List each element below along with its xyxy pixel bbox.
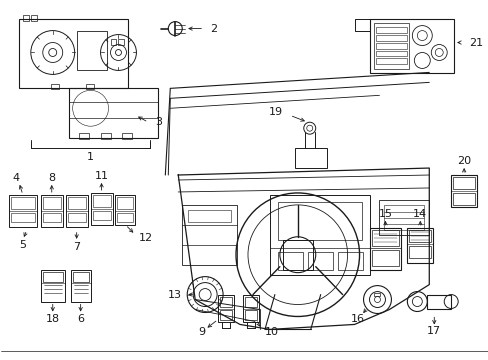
Text: 9: 9	[198, 327, 205, 337]
Text: 12: 12	[138, 233, 152, 243]
Bar	[277, 252, 302, 270]
Bar	[92, 211, 110, 220]
Text: 17: 17	[427, 327, 441, 336]
Bar	[369, 19, 453, 73]
Bar	[77, 31, 106, 71]
Bar	[11, 213, 35, 222]
Bar	[41, 270, 64, 302]
Bar	[11, 197, 35, 209]
Bar	[31, 15, 37, 21]
Bar	[68, 88, 158, 138]
Bar	[450, 175, 476, 207]
Bar	[371, 250, 399, 266]
Bar	[376, 50, 407, 57]
Bar	[277, 202, 361, 240]
Text: 18: 18	[45, 314, 60, 324]
Bar	[42, 213, 61, 222]
Bar	[117, 197, 133, 209]
Bar	[218, 294, 234, 323]
Text: 2: 2	[210, 24, 217, 33]
Bar	[374, 293, 380, 296]
Bar	[65, 195, 87, 227]
Bar	[374, 23, 408, 69]
Bar	[115, 195, 135, 225]
Bar	[67, 213, 85, 222]
Bar	[452, 193, 474, 205]
Bar	[90, 193, 112, 225]
Bar	[42, 272, 62, 282]
Bar	[307, 252, 332, 270]
Text: 4: 4	[12, 173, 20, 183]
Bar	[294, 148, 326, 168]
Text: 3: 3	[155, 117, 162, 127]
Bar	[371, 230, 399, 246]
Bar	[408, 230, 430, 242]
Bar	[9, 195, 37, 227]
Text: 6: 6	[77, 314, 84, 324]
Bar	[51, 84, 59, 89]
Bar	[85, 84, 93, 89]
Bar	[269, 195, 369, 275]
Bar	[92, 195, 110, 207]
Bar	[244, 310, 256, 320]
Text: 16: 16	[350, 314, 364, 324]
Text: 20: 20	[456, 156, 470, 166]
Bar	[384, 205, 424, 230]
Text: 5: 5	[20, 240, 26, 250]
Bar	[67, 197, 85, 209]
Bar	[376, 27, 407, 32]
Bar	[101, 133, 110, 139]
Bar	[188, 210, 230, 222]
Bar	[182, 205, 237, 265]
Bar	[369, 228, 401, 270]
Bar	[73, 272, 88, 282]
Text: 19: 19	[268, 107, 282, 117]
Text: 7: 7	[73, 242, 80, 252]
Text: 10: 10	[264, 327, 278, 337]
Bar	[407, 228, 432, 263]
Bar	[337, 252, 362, 270]
Bar	[376, 42, 407, 49]
Bar	[110, 39, 116, 45]
Bar	[23, 15, 29, 21]
Bar	[452, 177, 474, 189]
Bar	[243, 294, 259, 323]
Bar	[122, 133, 132, 139]
Bar	[220, 297, 232, 306]
Bar	[19, 19, 128, 88]
Bar	[282, 240, 312, 270]
Text: 11: 11	[94, 171, 108, 181]
Bar	[220, 310, 232, 320]
Bar	[379, 200, 428, 235]
Bar	[376, 35, 407, 41]
Bar	[71, 270, 90, 302]
Bar	[427, 294, 450, 309]
Bar	[376, 58, 407, 64]
Bar	[79, 133, 88, 139]
Bar	[244, 297, 256, 306]
Bar	[408, 246, 430, 258]
Bar	[41, 195, 62, 227]
Bar	[117, 213, 133, 222]
Bar	[118, 39, 124, 45]
Text: 8: 8	[48, 173, 55, 183]
Text: 13: 13	[168, 289, 182, 300]
Text: 1: 1	[87, 152, 94, 162]
Text: 21: 21	[468, 37, 482, 48]
Text: 14: 14	[412, 209, 427, 219]
Bar	[42, 197, 61, 209]
Text: 15: 15	[378, 209, 392, 219]
